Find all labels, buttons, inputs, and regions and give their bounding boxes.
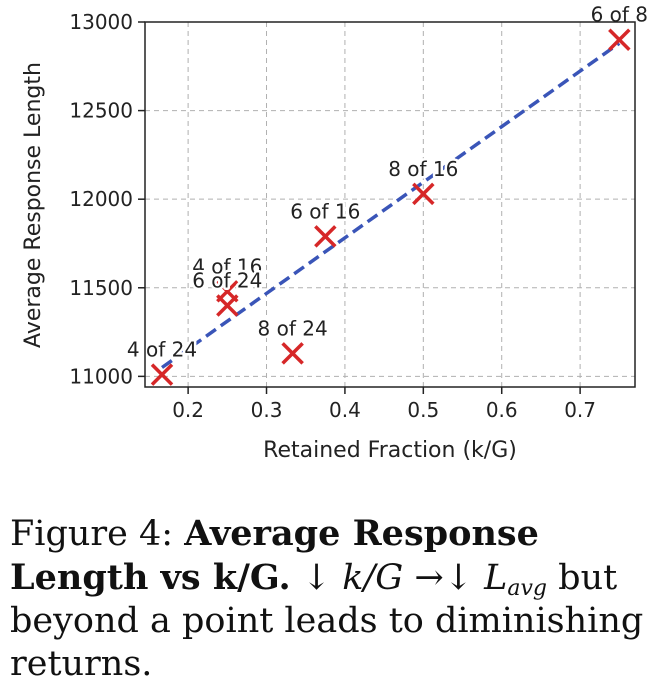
caption-bold-title: Average Response Length vs k/G.	[10, 513, 539, 598]
y-tick-label: 12000	[69, 187, 133, 211]
x-tick-label: 0.3	[251, 398, 283, 422]
y-tick-label: 13000	[69, 10, 133, 34]
data-point-label: 6 of 24	[192, 268, 262, 292]
y-tick-label: 11500	[69, 276, 133, 300]
caption-math: ↓ k/G →↓ Lavg	[301, 558, 548, 601]
point-labels: 4 of 24 4 of 166 of 24 8 of 24 6 of 16 8 of …	[124, 0, 650, 364]
y-axis-label: Average Response Length	[21, 62, 46, 348]
axis-ticks: 0.2 0.3 0.4 0.5 0.6 0.7 11000 11500 12000 12500 13…	[69, 10, 596, 422]
plot-frame	[144, 21, 636, 388]
data-point-label: 8 of 24	[258, 316, 328, 340]
x-tick-label: 0.5	[407, 398, 439, 422]
x-tick-label: 0.6	[486, 398, 518, 422]
data-point-label: 4 of 24	[127, 338, 197, 362]
data-point-marker	[150, 363, 174, 386]
data-point-label: 6 of 16	[290, 199, 360, 223]
x-axis-label: Retained Fraction (k/G)	[263, 438, 517, 463]
data-point-label: 4 of 16	[192, 254, 262, 278]
y-tick-label: 12500	[69, 99, 133, 123]
data-point-label: 6 of 8	[591, 3, 648, 27]
figure-caption: Figure 4: Average Response Length vs k/G…	[10, 512, 660, 686]
x-tick-label: 0.4	[329, 398, 361, 422]
data-point-marker	[412, 182, 435, 206]
data-point-marker	[608, 28, 631, 51]
caption-prefix: Figure 4:	[10, 514, 174, 554]
caption-rest: but beyond a point leads to diminishing …	[10, 558, 644, 684]
data-point-marker	[216, 294, 239, 317]
x-tick-label: 0.7	[564, 398, 596, 422]
trend-line	[161, 41, 621, 369]
scatter-chart: 0.2 0.3 0.4 0.5 0.6 0.7 11000 11500 12000 12500 13…	[21, 0, 650, 463]
x-tick-label: 0.2	[172, 398, 204, 422]
y-tick-label: 11000	[69, 364, 133, 388]
data-point-marker	[314, 225, 337, 248]
data-point-marker	[281, 342, 304, 365]
data-points	[150, 28, 631, 386]
data-point-label: 8 of 16	[388, 157, 458, 181]
